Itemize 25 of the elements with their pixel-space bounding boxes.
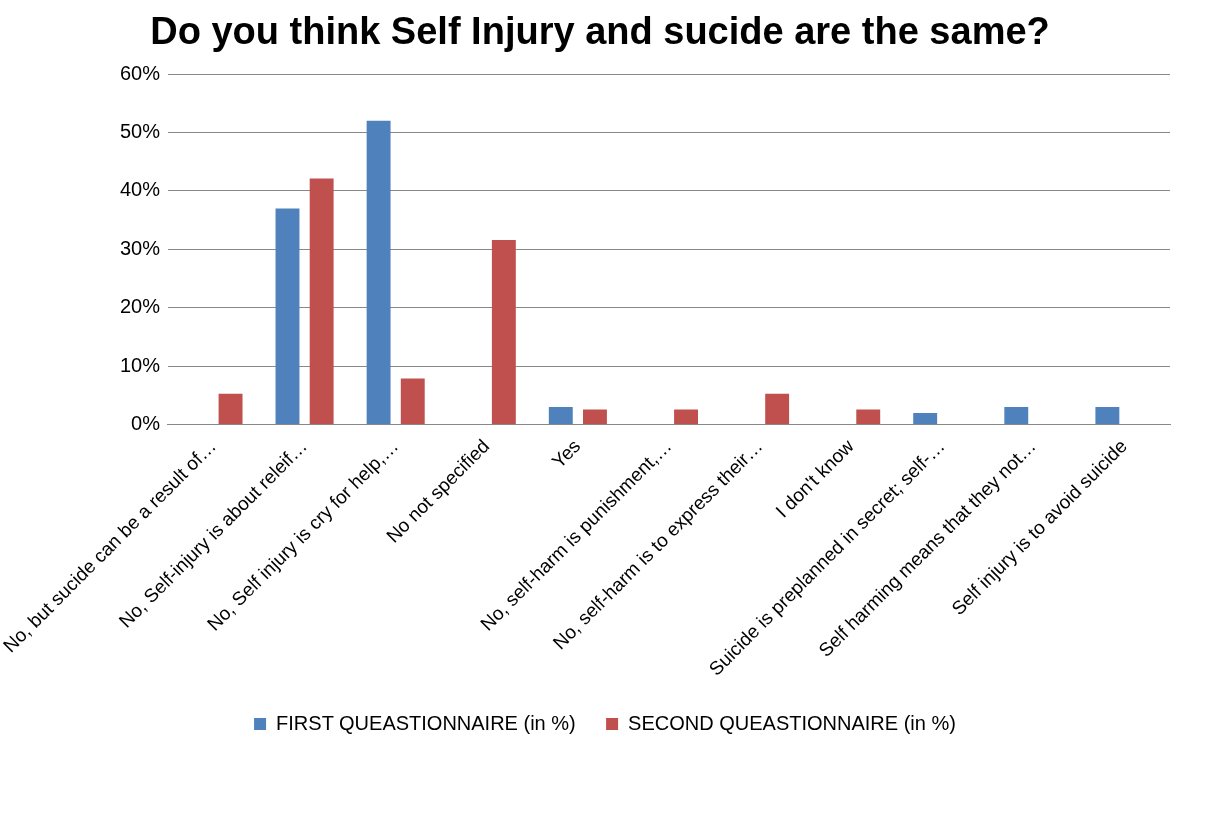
bar: [913, 412, 938, 424]
bar: [218, 393, 243, 424]
legend-label: FIRST QUEASTIONNAIRE (in %): [276, 711, 576, 734]
bar: [366, 120, 391, 424]
bar: [674, 409, 698, 424]
legend-label: SECOND QUEASTIONNAIRE (in %): [628, 711, 956, 734]
y-tick-label: 10%: [119, 353, 161, 376]
bar: [1004, 406, 1029, 424]
x-tick-label: Yes: [547, 435, 585, 472]
y-tick-label: 20%: [119, 294, 161, 317]
bar: [856, 409, 881, 424]
bar: [582, 409, 607, 424]
y-tick-label: 50%: [119, 119, 161, 142]
y-tick-label: 30%: [119, 236, 161, 259]
y-tick-label: 60%: [119, 61, 161, 84]
bar: [275, 208, 300, 424]
y-tick-label: 0%: [131, 411, 161, 434]
bar: [491, 239, 516, 424]
y-tick-label: 40%: [119, 178, 161, 201]
chart-title: Do you think Self Injury and sucide are the same?: [150, 10, 1050, 54]
bar: [765, 393, 790, 424]
bar: [1095, 406, 1120, 424]
bar: [400, 378, 425, 424]
bar: [548, 406, 573, 424]
bar: [309, 178, 334, 424]
